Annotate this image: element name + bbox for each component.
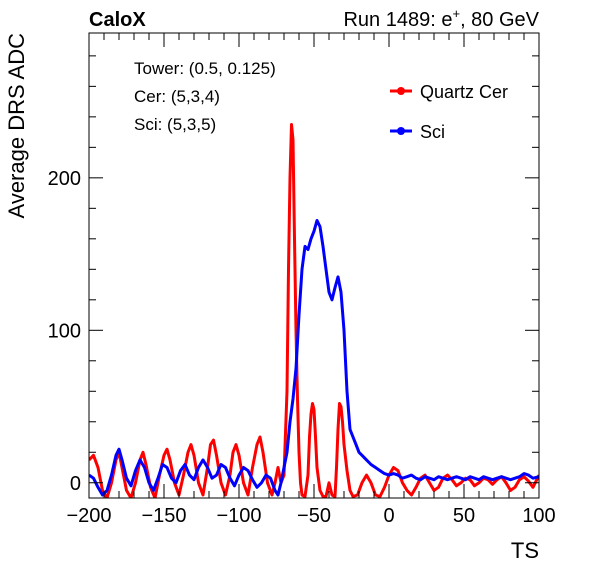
x-axis-title: TS <box>511 538 539 563</box>
y-axis-title: Average DRS ADC <box>4 33 29 219</box>
x-tick-label: 100 <box>522 505 555 527</box>
legend-marker-sci <box>397 127 405 135</box>
x-tick-label: −100 <box>216 505 261 527</box>
sci-label: Sci: (5,3,5) <box>134 115 216 134</box>
x-tick-label: −50 <box>297 505 331 527</box>
data-layer <box>89 123 539 498</box>
tower-label: Tower: (0.5, 0.125) <box>134 59 276 78</box>
series-line-sci <box>89 219 539 497</box>
x-tick-label: −150 <box>141 505 186 527</box>
legend: Quartz Cer Sci <box>390 82 508 142</box>
y-tick-label: 200 <box>48 168 81 190</box>
experiment-label: CaloX <box>89 9 146 31</box>
cer-label: Cer: (5,3,4) <box>134 87 220 106</box>
y-tick-label: 100 <box>48 320 81 342</box>
run-label: Run 1489: e+, 80 GeV <box>343 6 539 31</box>
ticks-layer: −200 −150 −100 −50 0 50 100 0 100 200 <box>48 33 556 527</box>
legend-marker-quartz-cer <box>397 87 405 95</box>
legend-label-sci: Sci <box>420 122 445 142</box>
x-tick-label: 0 <box>383 505 394 527</box>
legend-label-quartz-cer: Quartz Cer <box>420 82 508 102</box>
y-tick-label: 0 <box>70 473 81 495</box>
x-tick-label: −200 <box>66 505 111 527</box>
x-tick-label: 50 <box>453 505 475 527</box>
